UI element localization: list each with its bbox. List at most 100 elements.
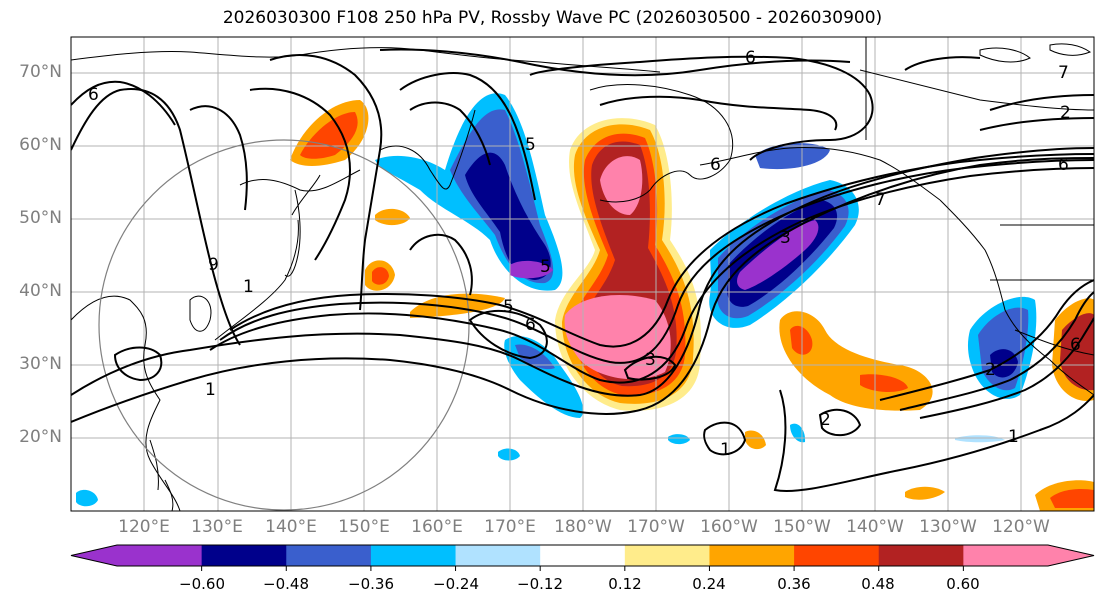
- coastline-alaska: [589, 84, 734, 203]
- contour-label: 6: [88, 85, 99, 105]
- contour-11: [269, 54, 383, 311]
- lon-label-160w: 160°W: [700, 517, 758, 537]
- contour-13: [189, 105, 248, 211]
- contour-label: 1: [205, 380, 216, 400]
- contour-28: [623, 355, 677, 381]
- contour-label: 6: [1058, 155, 1069, 175]
- contour-labels: 6 6 5 6 5 1 1 3 6 1 6 7 2 1 3 2 6 5 7 9 …: [88, 48, 1081, 460]
- coastline-north-america-west: [939, 199, 1094, 396]
- coastline-japan: [214, 174, 321, 341]
- negative-anomaly-gulf-of-alaska-peak: [737, 220, 819, 290]
- colorbar-tick-label: −0.12: [517, 575, 563, 593]
- colorbar-tick-label: 0.60: [946, 575, 980, 593]
- lon-label-150e: 150°E: [338, 517, 390, 537]
- colorbar-tick-label: −0.36: [348, 575, 394, 593]
- lon-label-140e: 140°E: [265, 517, 317, 537]
- lon-label-130w: 130°W: [919, 517, 977, 537]
- contour-4: [219, 159, 1094, 364]
- colorbar-segment: [963, 545, 1049, 566]
- colorbar-tick-label: 0.12: [608, 575, 642, 593]
- negative-anomaly-small-bottom-2: [668, 434, 690, 445]
- coastline-east-asia: [71, 295, 181, 511]
- map-frame: [70, 36, 1095, 512]
- contour-24: [989, 94, 1094, 111]
- border-canada-us: [990, 224, 1094, 281]
- map-title: 2026030300 F108 250 hPa PV, Rossby Wave …: [222, 8, 883, 28]
- contour-label: 2: [1060, 103, 1071, 123]
- contour-10: [71, 80, 176, 126]
- contour-label: 5: [503, 297, 514, 317]
- coastline-siberia-north: [71, 47, 661, 73]
- positive-anomaly-east-pacific-core-2: [860, 374, 908, 392]
- contour-6: [379, 48, 851, 77]
- contour-label: 6: [525, 315, 536, 335]
- contour-label: 7: [1058, 63, 1069, 83]
- positive-anomaly-small-3: [410, 293, 505, 318]
- colorbar-segment: [117, 545, 203, 566]
- lat-label-60n: 60°N: [19, 135, 62, 155]
- colorbar-tickmarks: [201, 566, 964, 571]
- lon-label-150w: 150°W: [773, 517, 831, 537]
- colorbar-tick-label: 0.48: [861, 575, 895, 593]
- contour-1: [71, 157, 1094, 423]
- colorbar-tick-label: −0.60: [179, 575, 225, 593]
- colorbar-tick-label: 0.24: [692, 575, 726, 593]
- contour-5: [229, 153, 1094, 348]
- colorbar-segments: [70, 544, 1095, 567]
- coastline-sea-of-okhotsk: [239, 169, 361, 192]
- negative-anomaly-north-pacific-core: [465, 152, 551, 280]
- lon-label-140w: 140°W: [846, 517, 904, 537]
- coastline-philippines: [149, 439, 174, 511]
- positive-anomaly-small-2-core: [372, 267, 389, 285]
- coastline-kamchatka: [379, 109, 476, 190]
- contour-label: 1: [720, 440, 731, 460]
- lon-label-170e: 170°E: [484, 517, 536, 537]
- colorbar-segment: [624, 545, 710, 566]
- contour-16: [409, 233, 473, 296]
- contour-12: [249, 87, 351, 261]
- contour-15: [409, 101, 491, 166]
- graticule: [71, 37, 1094, 511]
- lon-label-170w: 170°W: [627, 517, 685, 537]
- positive-anomaly-small-bottom-3-core: [1050, 488, 1094, 508]
- lat-label-50n: 50°N: [19, 208, 62, 228]
- contour-21: [879, 279, 1094, 401]
- reference-circle: [98, 139, 470, 511]
- contour-label: 2: [820, 410, 831, 430]
- contour-23: [919, 317, 1094, 419]
- contour-26: [904, 56, 981, 71]
- contour-7: [529, 55, 874, 161]
- contour-8: [599, 95, 838, 131]
- lon-label-120e: 120°E: [118, 517, 170, 537]
- colorbar-segment: [370, 545, 457, 566]
- contour-label: 1: [243, 277, 254, 297]
- positive-anomaly-small-bottom-1: [745, 430, 766, 450]
- contour-label: 2: [985, 360, 996, 380]
- colorbar-segment: [540, 545, 626, 566]
- colorbar-segment: [201, 545, 287, 566]
- contour-label: 6: [1070, 335, 1081, 355]
- coastline-korea: [189, 295, 212, 332]
- contour-label: 5: [540, 257, 551, 277]
- lon-label-120w: 120°W: [992, 517, 1050, 537]
- contour-19: [818, 408, 862, 437]
- contour-14: [399, 72, 536, 201]
- rossby-wave-contours: [71, 48, 1094, 492]
- border-us-mexico: [1014, 329, 1094, 356]
- contour-label: 3: [780, 228, 791, 248]
- contour-25: [979, 117, 1094, 131]
- positive-anomaly-northwest-core: [300, 112, 358, 159]
- pv-anomaly-shading: [76, 93, 1094, 511]
- negative-anomaly-small-bottom-1: [498, 448, 520, 461]
- negative-anomaly-north-pacific-peak: [510, 260, 553, 279]
- positive-anomaly-east-pacific-core: [790, 325, 813, 355]
- colorbar-segment: [286, 545, 372, 566]
- contour-22: [899, 291, 1094, 411]
- contour-label: 6: [745, 48, 756, 68]
- contour-20: [773, 389, 1094, 492]
- lat-label-30n: 30°N: [19, 354, 62, 374]
- coastline-canada: [859, 69, 1094, 111]
- lon-label-130e: 130°E: [191, 517, 243, 537]
